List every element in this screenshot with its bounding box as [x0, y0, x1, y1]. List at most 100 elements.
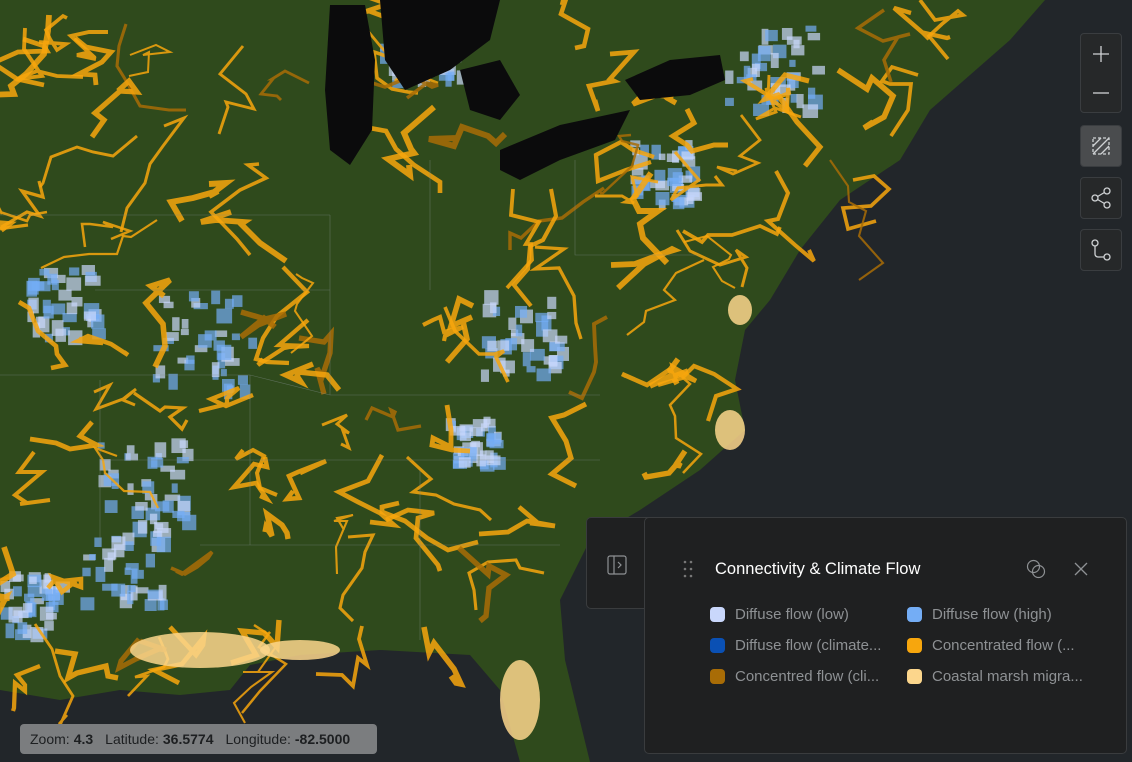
concentrated-flow-path — [338, 533, 376, 623]
diffuse-flow-cell — [157, 528, 172, 538]
diffuse-flow-cell — [22, 603, 33, 613]
diffuse-flow-cell — [66, 277, 82, 291]
concentrated-flow-path — [385, 507, 443, 572]
diffuse-flow-cell — [127, 483, 134, 495]
plus-icon — [1093, 45, 1109, 62]
diffuse-flow-cell — [751, 63, 760, 77]
diffuse-flow-cell — [0, 581, 11, 593]
concentrated-flow-path — [200, 209, 288, 264]
concentrated-flow-path — [217, 45, 257, 135]
legend-item: Concentred flow (cli... — [710, 668, 907, 685]
sidebar-toggle-icon[interactable] — [607, 555, 627, 575]
diffuse-flow-cell — [807, 32, 821, 41]
concentrated-flow-path — [422, 314, 464, 342]
select-area-button[interactable] — [1080, 125, 1122, 167]
diffuse-flow-cell — [107, 552, 116, 561]
diffuse-flow-cell — [111, 536, 126, 551]
concentrated-flow-path — [0, 220, 17, 233]
diffuse-flow-cell — [459, 424, 473, 432]
diffuse-flow-cell — [503, 369, 510, 377]
concentrated-flow-path — [80, 220, 134, 248]
diffuse-flow-cell — [650, 180, 666, 189]
concentrated-flow-path — [405, 455, 493, 522]
diffuse-flow-cell — [194, 345, 208, 353]
zoom-in-button[interactable] — [1081, 34, 1121, 73]
diffuse-flow-cell — [184, 359, 195, 371]
concentrated-flow-path — [757, 72, 824, 168]
diffuse-flow-cell — [505, 338, 518, 351]
concentrated-flow-path — [668, 376, 703, 474]
diffuse-flow-cell — [667, 168, 682, 182]
diffuse-flow-cell — [220, 369, 227, 377]
zoom-out-button[interactable] — [1081, 73, 1121, 112]
close-icon[interactable] — [1073, 561, 1089, 577]
concentrated-flow-path — [610, 245, 682, 291]
diffuse-flow-cell — [188, 291, 199, 302]
diffuse-flow-cell — [459, 432, 471, 442]
diffuse-flow-cell — [224, 298, 234, 309]
diffuse-flow-cell — [781, 27, 793, 40]
diffuse-flow-cell — [39, 268, 50, 276]
diffuse-flow-cell — [9, 571, 21, 582]
diffuse-flow-cell — [743, 65, 751, 80]
diffuse-flow-cell — [5, 623, 15, 639]
legend-swatch — [710, 669, 725, 684]
opacity-icon[interactable] — [1026, 559, 1046, 579]
diffuse-flow-cell — [492, 433, 501, 445]
share-button[interactable] — [1080, 177, 1122, 219]
diffuse-flow-cell — [27, 585, 43, 597]
diffuse-flow-cell — [682, 156, 696, 167]
diffuse-flow-cell — [248, 337, 258, 349]
diffuse-flow-cell — [165, 332, 179, 341]
concentrated-flow-path — [170, 550, 214, 577]
diffuse-flow-cell — [549, 342, 565, 352]
legend-label: Diffuse flow (low) — [735, 606, 849, 623]
diffuse-flow-cell — [158, 584, 167, 601]
diffuse-flow-cell — [12, 586, 22, 597]
concentrated-flow-path — [716, 114, 762, 176]
diffuse-flow-cell — [547, 311, 557, 320]
diffuse-flow-cell — [152, 530, 163, 537]
concentrated-flow-path — [239, 309, 288, 340]
concentrated-flow-path — [669, 150, 726, 202]
diffuse-flow-cell — [476, 454, 486, 467]
diffuse-flow-cell — [392, 79, 406, 89]
diffuse-flow-cell — [681, 151, 695, 159]
coastal-marsh-area — [260, 640, 340, 660]
diffuse-flow-cell — [160, 465, 175, 472]
diffuse-flow-cell — [666, 153, 679, 163]
diffuse-flow-cell — [808, 87, 816, 99]
concentrated-flow-path — [547, 401, 588, 489]
diffuse-flow-cell — [155, 365, 166, 379]
diffuse-flow-cell — [775, 84, 791, 96]
diffuse-flow-cell — [471, 440, 481, 448]
diffuse-flow-cell — [216, 344, 232, 360]
concentrated-flow-path — [66, 30, 108, 61]
concentrated-flow-path — [10, 664, 41, 712]
diffuse-flow-cell — [114, 544, 125, 558]
diffuse-flow-cell — [47, 273, 58, 285]
compare-button[interactable] — [1080, 229, 1122, 271]
diffuse-flow-cell — [541, 315, 552, 331]
diffuse-flow-cell — [672, 197, 685, 210]
diffuse-flow-cell — [802, 104, 819, 118]
diffuse-flow-cell — [232, 295, 243, 307]
diffuse-flow-cell — [789, 59, 796, 67]
state-borders — [0, 160, 700, 640]
concentrated-flow-path — [600, 133, 640, 195]
diffuse-flow-cell — [17, 622, 28, 634]
concentrated-flow-path — [70, 36, 116, 86]
diffuse-flow-cell — [44, 621, 54, 631]
diffuse-flow-cell — [486, 434, 495, 448]
diffuse-flow-cell — [66, 302, 78, 315]
diffuse-flow-cell — [28, 297, 39, 314]
drag-handle-icon[interactable] — [682, 559, 694, 579]
diffuse-flow-cell — [170, 469, 186, 480]
diffuse-flow-cell — [102, 583, 118, 591]
diffuse-flow-cell — [484, 290, 499, 305]
concentrated-flow-path — [428, 123, 508, 150]
diffuse-flow-cell — [80, 597, 95, 611]
concentrated-flow-path — [641, 449, 688, 481]
diffuse-flow-cell — [27, 281, 39, 295]
